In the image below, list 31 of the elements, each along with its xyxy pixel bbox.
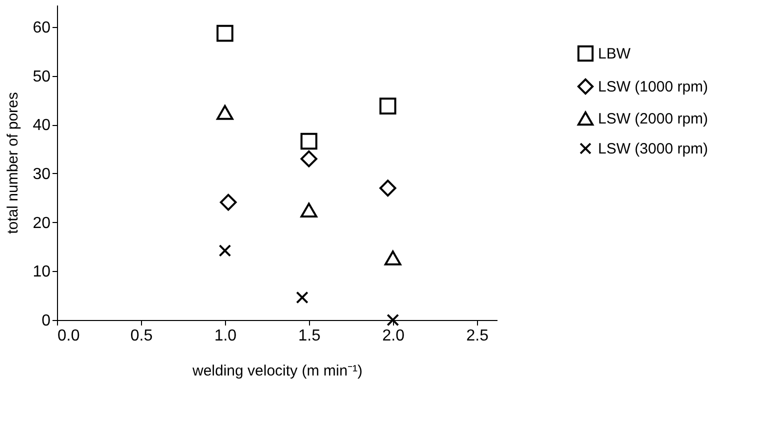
- y-tick-label: 10: [32, 264, 51, 281]
- legend-label: LSW (1000 rpm): [598, 78, 708, 96]
- x-tick-label: 1.5: [298, 328, 321, 344]
- point: [296, 291, 308, 304]
- point: [300, 132, 318, 150]
- y-tick-label: 60: [32, 19, 51, 36]
- x-tick-label: 0.5: [130, 328, 153, 344]
- x-tick-label: 2.5: [466, 328, 489, 344]
- x-tick-label: 0.0: [58, 328, 80, 344]
- point: [216, 105, 234, 120]
- legend-label: LSW (3000 rpm): [598, 140, 708, 158]
- x-tick-label: 2.0: [382, 328, 405, 344]
- y-tick-label: 30: [32, 166, 51, 183]
- y-axis-title: total number of pores: [4, 92, 22, 234]
- point: [300, 150, 318, 168]
- legend-label: LBW: [598, 46, 632, 62]
- point: [379, 98, 396, 115]
- point: [218, 244, 232, 257]
- y-tick-label: 0: [42, 312, 51, 330]
- y-tick-label: 40: [32, 117, 51, 134]
- y-tick-label: 20: [32, 214, 51, 232]
- point: [379, 180, 396, 197]
- point: [300, 202, 318, 218]
- legend-label: LSW (2000 rpm): [598, 110, 708, 128]
- point: [216, 24, 234, 42]
- point: [220, 194, 237, 211]
- x-tick-label: 1.0: [214, 328, 237, 344]
- point: [386, 314, 400, 326]
- point: [384, 250, 402, 266]
- x-axis-title: welding velocity (m min⁻¹): [191, 362, 363, 380]
- y-tick-label: 50: [32, 68, 51, 86]
